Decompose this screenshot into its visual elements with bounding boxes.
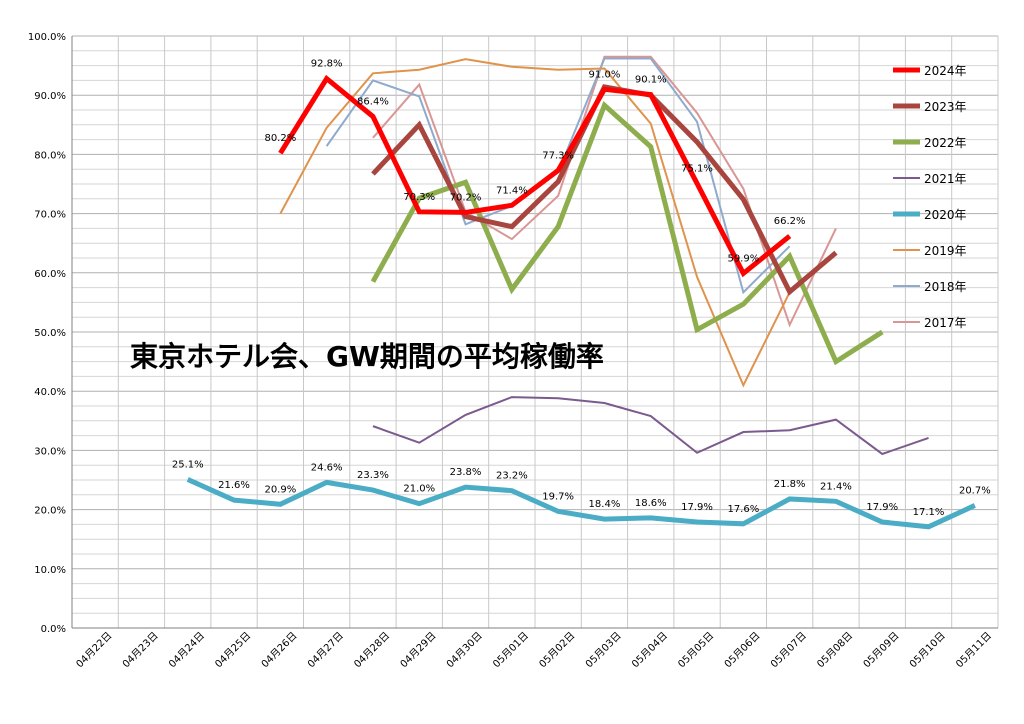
y-tick-label: 90.0% (34, 91, 66, 102)
series-group (186, 55, 976, 530)
data-label: 17.6% (727, 504, 759, 515)
legend-label: 2023年 (924, 100, 967, 114)
legend-label: 2018年 (924, 280, 967, 294)
data-label: 23.2% (496, 471, 528, 482)
legend-label: 2022年 (924, 136, 967, 150)
data-label: 80.2% (264, 133, 296, 144)
data-label: 21.4% (820, 481, 852, 492)
data-label: 23.8% (450, 467, 482, 478)
legend-label: 2019年 (924, 244, 967, 258)
legend-label: 2020年 (924, 208, 967, 222)
data-label: 25.1% (172, 459, 204, 470)
y-tick-label: 70.0% (34, 210, 66, 221)
y-tick-label: 30.0% (34, 446, 66, 457)
data-label: 24.6% (311, 462, 343, 473)
data-label: 23.3% (357, 470, 389, 481)
data-label: 18.6% (635, 498, 667, 509)
y-tick-label: 100.0% (28, 32, 66, 43)
data-label: 86.4% (357, 97, 389, 108)
y-tick-label: 60.0% (34, 269, 66, 280)
data-label: 21.0% (403, 484, 435, 495)
legend-label: 2021年 (924, 172, 967, 186)
data-label: 17.9% (681, 502, 713, 513)
data-label: 21.6% (218, 480, 250, 491)
data-label: 92.8% (311, 59, 343, 70)
data-label: 59.9% (727, 253, 759, 264)
data-label: 90.1% (635, 75, 667, 86)
data-label: 17.9% (866, 502, 898, 513)
legend: 2024年 2023年 2022年 2021年 2020年 2019年 2018年 2017年 (893, 64, 967, 330)
y-tick-label: 20.0% (34, 506, 66, 517)
data-label: 75.1% (681, 163, 713, 174)
data-label: 18.4% (589, 499, 621, 510)
data-label: 17.1% (913, 507, 945, 518)
grid-lines (71, 35, 999, 629)
data-label: 20.7% (959, 485, 991, 496)
data-label: 21.8% (774, 479, 806, 490)
y-tick-label: 80.0% (34, 150, 66, 161)
legend-label: 2024年 (924, 64, 967, 78)
data-label: 19.7% (542, 491, 574, 502)
data-label: 91.0% (589, 69, 621, 80)
data-labels: 25.1% 21.6% 20.9% 24.6% 23.3% 21.0% 23.8% 23.2%… (172, 59, 991, 518)
data-label: 71.4% (496, 185, 528, 196)
legend-label: 2017年 (924, 316, 967, 330)
series-line-2021年 (372, 396, 929, 456)
series-line-2020年 (186, 477, 976, 530)
data-label: 20.9% (264, 484, 296, 495)
y-tick-label: 10.0% (34, 565, 66, 576)
y-axis: 0.0% 10.0% 20.0% 30.0% 40.0% 50.0% 60.0% 70.0% 8… (28, 32, 66, 635)
data-label: 70.3% (403, 192, 435, 203)
series-line-2022年 (370, 100, 884, 366)
series-line-2024年 (278, 74, 792, 278)
y-tick-label: 40.0% (34, 387, 66, 398)
data-label: 77.3% (542, 150, 574, 161)
y-tick-label: 50.0% (34, 328, 66, 339)
chart-title: 東京ホテル会、GW期間の平均稼働率 (130, 340, 604, 373)
data-label: 66.2% (774, 216, 806, 227)
y-tick-label: 0.0% (41, 624, 66, 635)
data-label: 70.2% (450, 192, 482, 203)
series-line-2019年 (279, 58, 791, 388)
